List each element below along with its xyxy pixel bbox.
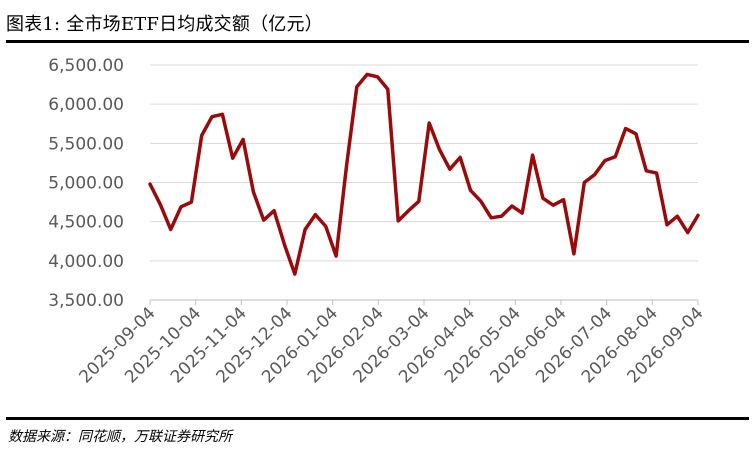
y-tick-label: 6,500.00 — [48, 56, 124, 76]
top-rule — [6, 40, 749, 43]
series-line-0 — [148, 72, 700, 276]
y-tick-label: 4,500.00 — [48, 213, 124, 233]
series-layer — [148, 72, 700, 276]
y-axis-tick-labels: 3,500.00 4,000.00 4,500.00 5,000.00 5,500.00… — [48, 56, 124, 311]
y-tick-label: 5,000.00 — [48, 174, 124, 194]
y-tick-label: 5,500.00 — [48, 134, 124, 154]
y-tick-label: 4,000.00 — [48, 252, 124, 272]
x-axis — [149, 299, 699, 305]
y-tick-label: 6,000.00 — [48, 95, 124, 115]
bottom-rule — [6, 417, 749, 420]
x-axis-tick-labels: 2025-09-042025-10-042025-11-042025-12-04… — [76, 303, 708, 387]
figure-title: 图表1: 全市场ETF日均成交额（亿元） — [6, 14, 323, 35]
source-note: 数据来源：同花顺，万联证券研究所 — [8, 429, 232, 445]
y-tick-label: 3,500.00 — [48, 291, 124, 311]
